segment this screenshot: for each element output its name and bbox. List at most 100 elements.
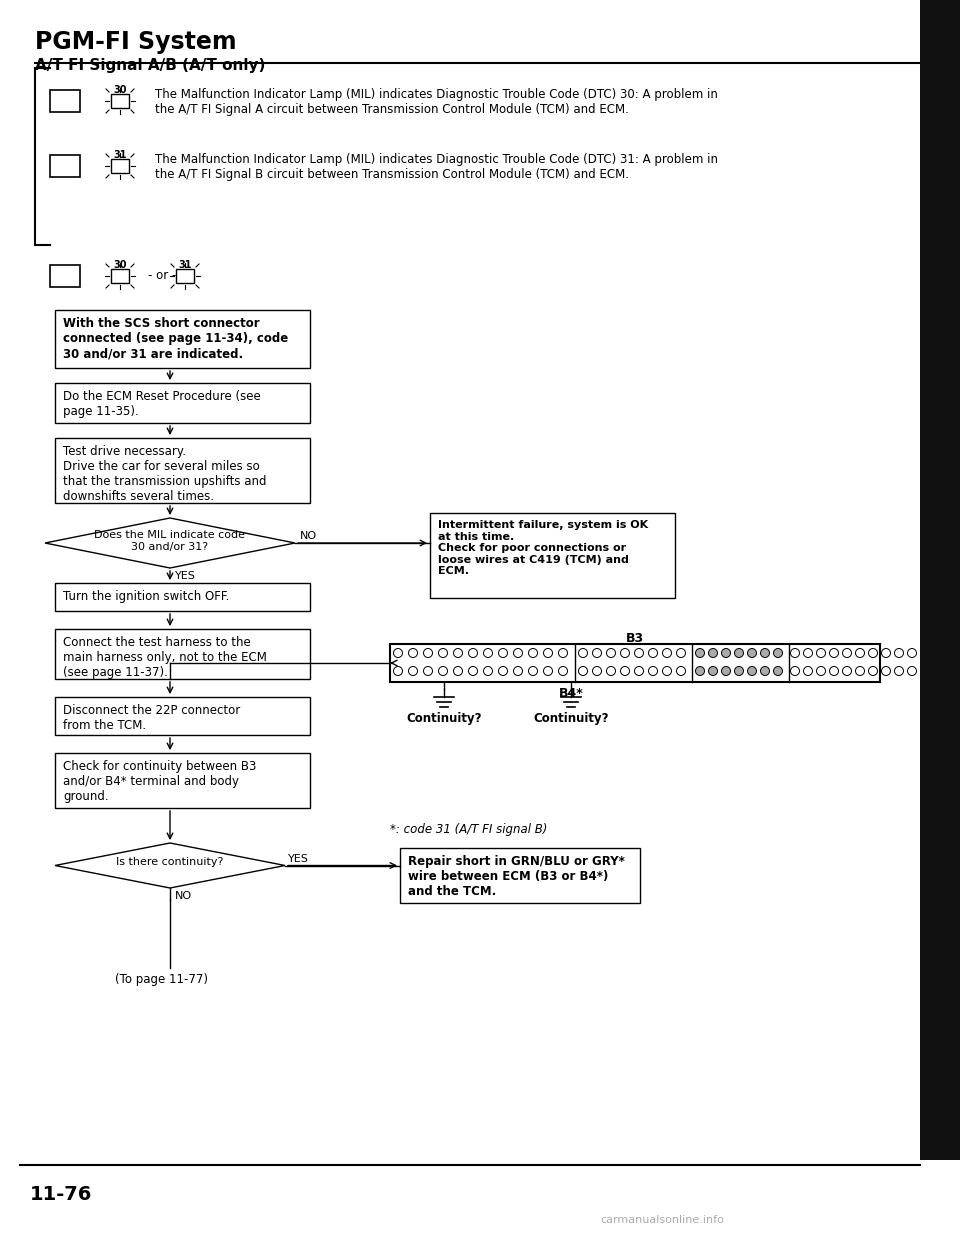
Bar [55, 383, 310, 423]
Circle shape [722, 666, 731, 675]
Text: - or -: - or - [148, 268, 177, 282]
Bar [55, 583, 310, 612]
Circle shape [855, 666, 865, 675]
Bar [50, 265, 80, 287]
Circle shape [855, 649, 865, 658]
Circle shape [484, 666, 492, 675]
Circle shape [869, 649, 877, 658]
Circle shape [804, 649, 812, 658]
Circle shape [529, 649, 538, 658]
Bar [400, 848, 640, 902]
Circle shape [662, 666, 671, 675]
Circle shape [514, 649, 522, 658]
Bar [111, 268, 129, 283]
Circle shape [843, 666, 852, 675]
Circle shape [453, 666, 463, 675]
Circle shape [790, 649, 800, 658]
Circle shape [439, 649, 447, 658]
Text: The Malfunction Indicator Lamp (MIL) indicates Diagnostic Trouble Code (DTC) 30:: The Malfunction Indicator Lamp (MIL) ind… [155, 88, 718, 116]
Text: Continuity?: Continuity? [534, 712, 609, 725]
Circle shape [649, 649, 658, 658]
Circle shape [559, 649, 567, 658]
Circle shape [817, 666, 826, 675]
Circle shape [734, 649, 743, 658]
Circle shape [748, 649, 756, 658]
Circle shape [649, 666, 658, 675]
Circle shape [409, 666, 418, 675]
Circle shape [895, 649, 903, 658]
Circle shape [579, 649, 588, 658]
Circle shape [635, 666, 643, 675]
Circle shape [620, 649, 630, 658]
Circle shape [607, 649, 615, 658]
Circle shape [869, 666, 877, 675]
Text: B4*: B4* [559, 687, 584, 700]
Bar [55, 753, 310, 808]
Bar [55, 697, 310, 735]
Circle shape [760, 649, 770, 658]
Circle shape [748, 666, 756, 675]
Bar [176, 268, 194, 283]
Text: carmanualsonline.info: carmanualsonline.info [600, 1214, 724, 1226]
Bar [111, 159, 129, 173]
Circle shape [829, 649, 838, 658]
Text: Test drive necessary.
Drive the car for several miles so
that the transmission u: Test drive necessary. Drive the car for … [63, 445, 267, 503]
Circle shape [468, 649, 477, 658]
Bar [55, 629, 310, 679]
Text: 30: 30 [113, 260, 127, 270]
Text: Connect the test harness to the
main harness only, not to the ECM
(see page 11-3: Connect the test harness to the main har… [63, 636, 267, 679]
Circle shape [529, 666, 538, 675]
Circle shape [592, 649, 602, 658]
Circle shape [394, 666, 402, 675]
Circle shape [484, 649, 492, 658]
Circle shape [498, 666, 508, 675]
Circle shape [453, 649, 463, 658]
Circle shape [607, 666, 615, 675]
Circle shape [439, 666, 447, 675]
Circle shape [817, 649, 826, 658]
Text: The Malfunction Indicator Lamp (MIL) indicates Diagnostic Trouble Code (DTC) 31:: The Malfunction Indicator Lamp (MIL) ind… [155, 153, 718, 181]
Circle shape [394, 649, 402, 658]
Bar [111, 94, 129, 108]
Text: Intermittent failure, system is OK
at this time.
Check for poor connections or
l: Intermittent failure, system is OK at th… [438, 520, 648, 577]
Bar [430, 513, 675, 598]
Circle shape [695, 666, 705, 675]
Text: 31: 31 [113, 150, 127, 160]
Circle shape [804, 666, 812, 675]
Circle shape [895, 666, 903, 675]
Circle shape [760, 666, 770, 675]
Bar [920, 0, 960, 1160]
Polygon shape [55, 843, 285, 888]
Text: Do the ECM Reset Procedure (see
page 11-35).: Do the ECM Reset Procedure (see page 11-… [63, 390, 261, 418]
Bar [50, 155, 80, 177]
Text: YES: YES [288, 854, 309, 864]
Text: Repair short in GRN/BLU or GRY*
wire between ECM (B3 or B4*)
and the TCM.: Repair short in GRN/BLU or GRY* wire bet… [408, 855, 625, 897]
Text: Is there continuity?: Is there continuity? [116, 856, 224, 868]
Circle shape [543, 666, 553, 675]
Text: (To page 11-77): (To page 11-77) [115, 973, 208, 986]
Bar [390, 644, 880, 682]
Circle shape [907, 649, 917, 658]
Text: NO: NO [300, 531, 317, 541]
Circle shape [559, 666, 567, 675]
Text: Disconnect the 22P connector
from the TCM.: Disconnect the 22P connector from the TC… [63, 704, 240, 732]
Circle shape [423, 649, 433, 658]
Text: *: code 31 (A/T FI signal B): *: code 31 (A/T FI signal B) [390, 823, 547, 837]
Text: 31: 31 [179, 260, 192, 270]
Circle shape [790, 666, 800, 675]
Circle shape [881, 649, 891, 658]
Circle shape [907, 666, 917, 675]
Circle shape [579, 666, 588, 675]
Circle shape [498, 649, 508, 658]
Text: 11-76: 11-76 [30, 1185, 92, 1204]
Circle shape [708, 649, 717, 658]
Circle shape [734, 666, 743, 675]
Text: B3: B3 [626, 631, 644, 645]
Bar [55, 438, 310, 503]
Bar [50, 89, 80, 112]
Bar [55, 310, 310, 368]
Circle shape [774, 666, 782, 675]
Circle shape [409, 649, 418, 658]
Text: A/T FI Signal A/B (A/T only): A/T FI Signal A/B (A/T only) [35, 58, 265, 73]
Text: YES: YES [175, 571, 196, 580]
